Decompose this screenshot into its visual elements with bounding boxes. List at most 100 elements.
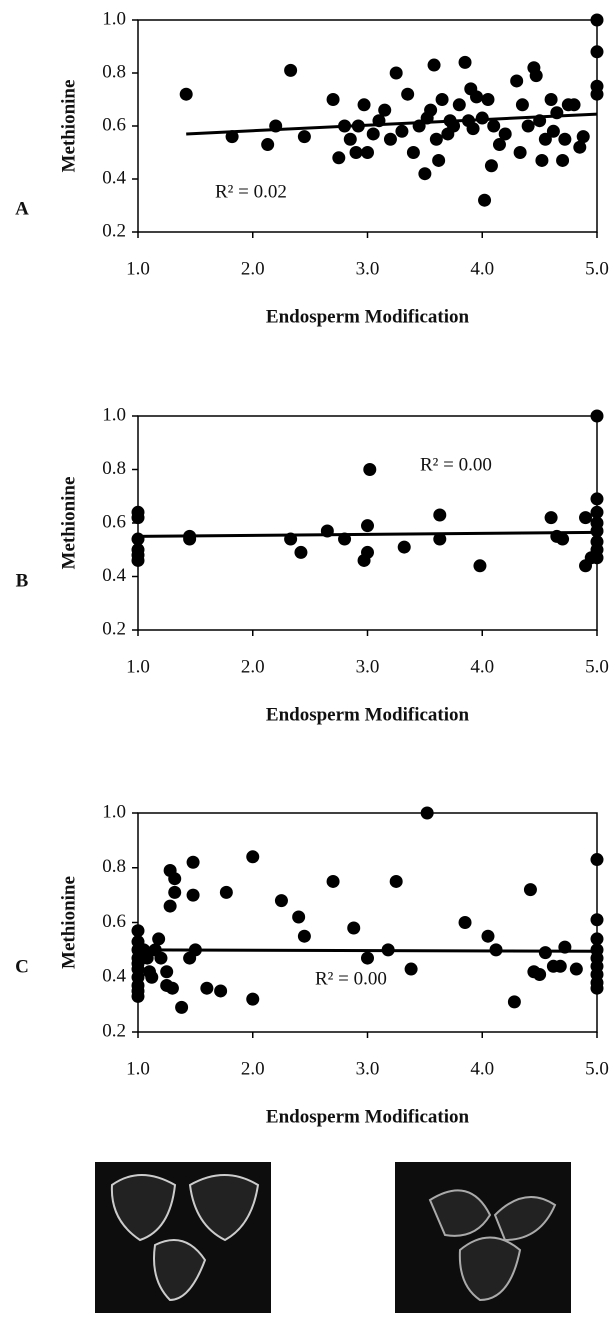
data-point xyxy=(397,540,411,554)
data-point xyxy=(418,167,432,181)
data-point xyxy=(433,508,447,522)
data-point xyxy=(383,132,397,146)
data-point xyxy=(590,524,604,538)
data-point xyxy=(452,98,466,112)
kernel-outline xyxy=(110,1174,260,1302)
data-point xyxy=(544,93,558,106)
data-point xyxy=(214,984,228,998)
data-point xyxy=(424,103,438,117)
data-point xyxy=(175,1000,189,1014)
data-point xyxy=(590,981,604,995)
data-point xyxy=(131,511,145,525)
data-point xyxy=(349,146,363,159)
data-point xyxy=(427,58,441,72)
data-point xyxy=(389,874,403,888)
y-tick-label: 0.6 xyxy=(102,911,126,932)
scatter-panel: 0.2 0.4 0.6 0.8 1.0 1.0 2.0 3.0 4.0 5.0 Endosperm … xyxy=(15,8,609,327)
x-tick-label: 4.0 xyxy=(470,656,494,677)
data-point xyxy=(292,910,306,924)
data-point xyxy=(546,124,560,138)
data-point xyxy=(590,932,604,946)
data-point xyxy=(478,193,492,207)
data-point xyxy=(366,127,380,141)
y-axis-label: Methionine xyxy=(58,477,79,570)
data-point xyxy=(481,929,495,943)
photos xyxy=(95,1162,571,1313)
data-point xyxy=(404,962,418,976)
x-axis-label: Endosperm Modification xyxy=(266,1106,470,1127)
data-point xyxy=(498,127,512,141)
data-point xyxy=(590,13,604,27)
data-point xyxy=(510,74,524,88)
data-point xyxy=(160,965,174,979)
data-point xyxy=(475,111,489,125)
data-point xyxy=(529,69,543,83)
trend-line xyxy=(137,530,598,538)
data-point xyxy=(544,511,558,525)
data-point xyxy=(556,532,570,546)
x-axis-label: Endosperm Modification xyxy=(266,306,470,327)
y-tick-label: 1.0 xyxy=(102,404,126,425)
plot-frame xyxy=(137,812,598,1033)
data-point xyxy=(145,970,159,984)
panel-letter: C xyxy=(15,956,29,977)
y-tick-label: 0.8 xyxy=(102,61,126,82)
data-point xyxy=(152,932,166,946)
x-tick-label: 2.0 xyxy=(241,656,265,677)
data-point xyxy=(573,140,587,154)
data-point xyxy=(378,103,392,117)
data-point xyxy=(361,519,374,533)
scatter-panel: 0.2 0.4 0.6 0.8 1.0 1.0 2.0 3.0 4.0 5.0 Endosperm … xyxy=(15,801,609,1127)
data-point xyxy=(556,153,570,167)
data-point xyxy=(538,132,552,146)
data-point xyxy=(558,132,572,146)
data-point xyxy=(515,98,529,112)
data-point xyxy=(284,63,298,77)
r-squared-annotation: R² = 0.00 xyxy=(420,454,492,475)
data-point xyxy=(569,962,583,976)
x-tick-label: 5.0 xyxy=(585,1058,609,1079)
data-point xyxy=(154,951,168,965)
data-point xyxy=(401,87,415,101)
data-point xyxy=(513,146,527,159)
y-tick-label: 0.8 xyxy=(102,458,126,479)
y-axis-label: Methionine xyxy=(58,80,79,173)
panel-letter: B xyxy=(16,570,29,591)
data-point xyxy=(179,87,193,101)
data-point xyxy=(576,130,590,144)
data-point xyxy=(553,959,567,973)
kernel-outline xyxy=(428,1189,557,1302)
x-tick-label: 5.0 xyxy=(585,258,609,279)
data-point xyxy=(590,913,604,927)
data-point xyxy=(361,545,374,559)
y-tick-label: 0.6 xyxy=(102,114,126,135)
data-point xyxy=(361,951,374,965)
x-tick-label: 3.0 xyxy=(356,258,380,279)
data-point xyxy=(168,885,182,899)
data-point xyxy=(131,553,145,567)
data-point xyxy=(326,93,340,106)
data-point xyxy=(261,138,275,152)
data-point xyxy=(363,463,377,476)
data-point xyxy=(246,992,260,1006)
data-point xyxy=(590,87,604,101)
data-point xyxy=(420,806,434,820)
data-point xyxy=(246,850,260,864)
data-point xyxy=(131,989,145,1003)
y-axis-label: Methionine xyxy=(58,876,79,969)
data-point xyxy=(481,93,495,106)
y-tick-label: 0.8 xyxy=(102,856,126,877)
data-point xyxy=(140,951,154,965)
data-point xyxy=(521,119,535,133)
y-tick-label: 0.2 xyxy=(102,1020,126,1041)
data-point xyxy=(579,511,593,525)
data-point xyxy=(186,855,200,869)
y-tick-label: 0.4 xyxy=(102,167,126,188)
y-tick-label: 1.0 xyxy=(102,801,126,822)
panel-letter: A xyxy=(15,198,29,219)
data-point xyxy=(458,916,472,929)
data-point xyxy=(590,551,604,565)
y-tick-label: 1.0 xyxy=(102,8,126,29)
data-point xyxy=(168,872,182,886)
